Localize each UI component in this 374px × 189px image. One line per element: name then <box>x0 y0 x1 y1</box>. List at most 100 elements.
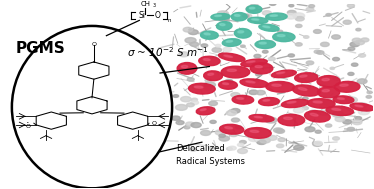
Circle shape <box>186 122 194 126</box>
Circle shape <box>305 127 315 132</box>
Ellipse shape <box>244 128 271 138</box>
Circle shape <box>350 42 359 47</box>
Circle shape <box>355 40 365 45</box>
Ellipse shape <box>317 76 340 87</box>
Circle shape <box>237 149 248 153</box>
Circle shape <box>276 83 283 86</box>
Circle shape <box>219 134 226 137</box>
Circle shape <box>260 138 270 143</box>
Circle shape <box>175 105 187 110</box>
Circle shape <box>295 24 302 28</box>
Ellipse shape <box>218 53 245 61</box>
Ellipse shape <box>254 116 263 118</box>
Circle shape <box>231 108 240 113</box>
Circle shape <box>215 130 226 135</box>
Circle shape <box>232 118 239 122</box>
Circle shape <box>358 109 370 115</box>
Circle shape <box>317 51 324 54</box>
Ellipse shape <box>238 31 244 33</box>
Circle shape <box>323 99 334 105</box>
Circle shape <box>188 30 198 35</box>
Circle shape <box>209 146 214 149</box>
Circle shape <box>210 120 216 123</box>
Ellipse shape <box>246 5 262 13</box>
Circle shape <box>263 50 268 53</box>
Ellipse shape <box>231 12 247 21</box>
Circle shape <box>294 145 304 150</box>
Circle shape <box>278 138 285 142</box>
Circle shape <box>347 4 355 7</box>
Ellipse shape <box>215 15 221 16</box>
Ellipse shape <box>322 78 329 81</box>
Circle shape <box>200 130 211 136</box>
Text: CH: CH <box>140 2 150 8</box>
Circle shape <box>314 50 321 53</box>
Circle shape <box>314 141 322 145</box>
Circle shape <box>262 11 272 15</box>
Ellipse shape <box>12 26 172 188</box>
Circle shape <box>276 129 285 133</box>
Ellipse shape <box>277 72 285 74</box>
Circle shape <box>219 136 230 141</box>
Circle shape <box>293 13 304 19</box>
Ellipse shape <box>240 79 268 87</box>
Ellipse shape <box>248 17 268 23</box>
Circle shape <box>333 77 339 80</box>
Ellipse shape <box>340 84 348 86</box>
Circle shape <box>254 54 261 58</box>
Circle shape <box>332 57 340 61</box>
Circle shape <box>173 95 178 97</box>
Text: Si: Si <box>138 11 145 20</box>
Ellipse shape <box>177 63 197 74</box>
Circle shape <box>218 15 229 21</box>
Ellipse shape <box>181 65 188 68</box>
Circle shape <box>313 142 322 146</box>
Circle shape <box>185 38 196 43</box>
Ellipse shape <box>337 98 344 99</box>
Circle shape <box>343 20 351 24</box>
Ellipse shape <box>237 98 244 99</box>
Circle shape <box>209 101 217 106</box>
Circle shape <box>236 126 242 129</box>
Ellipse shape <box>307 99 335 108</box>
Circle shape <box>295 16 304 21</box>
Circle shape <box>256 90 265 95</box>
Circle shape <box>231 93 240 97</box>
Ellipse shape <box>203 59 210 60</box>
Circle shape <box>335 117 345 122</box>
Ellipse shape <box>295 73 318 82</box>
Circle shape <box>257 140 266 144</box>
Ellipse shape <box>204 71 223 81</box>
Ellipse shape <box>226 40 233 42</box>
Circle shape <box>239 140 246 144</box>
Ellipse shape <box>270 15 278 16</box>
Ellipse shape <box>234 15 240 16</box>
Ellipse shape <box>259 42 266 44</box>
Ellipse shape <box>259 24 279 31</box>
Circle shape <box>255 73 261 76</box>
Circle shape <box>273 128 283 132</box>
Ellipse shape <box>326 106 353 115</box>
Ellipse shape <box>241 59 267 67</box>
Circle shape <box>240 45 245 47</box>
Circle shape <box>303 97 308 100</box>
Ellipse shape <box>225 127 233 129</box>
Circle shape <box>249 136 259 142</box>
Circle shape <box>315 130 321 133</box>
Ellipse shape <box>249 7 255 9</box>
Text: Delocalized
Radical Systems: Delocalized Radical Systems <box>176 144 245 166</box>
Ellipse shape <box>273 32 295 42</box>
Text: $\sigma$ ~ 10$^{-2}$ S m$^{-1}$: $\sigma$ ~ 10$^{-2}$ S m$^{-1}$ <box>128 45 209 59</box>
Ellipse shape <box>208 73 214 75</box>
Circle shape <box>187 103 194 107</box>
Ellipse shape <box>222 39 241 46</box>
Circle shape <box>215 44 221 47</box>
Circle shape <box>346 97 358 103</box>
Ellipse shape <box>281 99 309 108</box>
Circle shape <box>237 143 244 146</box>
Circle shape <box>285 14 296 19</box>
Ellipse shape <box>304 111 330 122</box>
Circle shape <box>326 14 331 16</box>
Circle shape <box>319 110 329 115</box>
Circle shape <box>225 79 233 83</box>
